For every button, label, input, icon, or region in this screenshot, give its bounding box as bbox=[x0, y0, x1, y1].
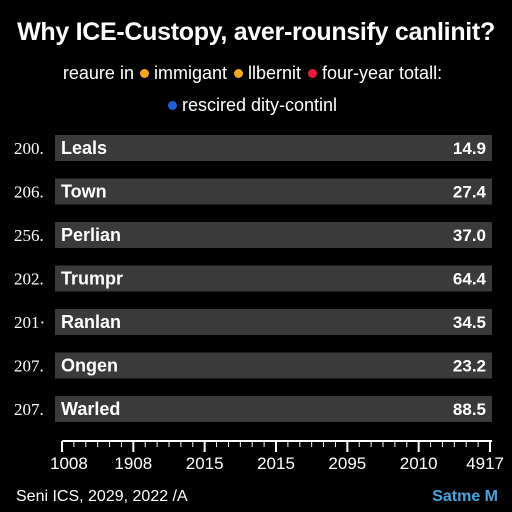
brand-label: Satme M bbox=[432, 488, 498, 505]
bar bbox=[55, 396, 492, 422]
bar bbox=[55, 178, 492, 205]
value-label: 64.4 bbox=[453, 270, 487, 289]
bar-label: Warled bbox=[61, 399, 120, 419]
bar-label: Ranlan bbox=[61, 312, 121, 332]
legend-item-label: rescired dity-continl bbox=[181, 95, 338, 115]
row-label: 207. bbox=[14, 357, 44, 376]
bar bbox=[55, 309, 492, 335]
legend-label: reaure in bbox=[62, 63, 134, 83]
bar-label: Perlian bbox=[61, 225, 121, 245]
legend-dot-icon bbox=[139, 69, 149, 78]
row-label: 206. bbox=[14, 183, 44, 202]
row-label: 207. bbox=[14, 400, 44, 419]
source-note: Seni ICS, 2029, 2022 /A bbox=[16, 488, 188, 505]
bar-label: Trumpr bbox=[61, 269, 123, 289]
bar-label: Leals bbox=[61, 138, 107, 158]
x-tick-label: 2015 bbox=[186, 454, 224, 473]
bar bbox=[55, 265, 492, 292]
legend-dot-icon bbox=[308, 69, 318, 78]
x-tick-label: 1908 bbox=[114, 454, 152, 473]
row-label: 256. bbox=[14, 226, 44, 245]
legend-row-2: rescired dity-continl bbox=[0, 95, 512, 116]
x-tick-label: 2010 bbox=[400, 454, 438, 473]
legend-item-immigant: immigant bbox=[139, 63, 227, 84]
legend-item-four-year-total: four-year totall: bbox=[308, 63, 442, 84]
value-label: 23.2 bbox=[453, 357, 486, 376]
bar bbox=[55, 222, 492, 248]
x-tick-label: 1008 bbox=[50, 454, 88, 473]
legend-item-llbernit: llbernit bbox=[233, 63, 302, 84]
legend-item-label: four-year totall: bbox=[322, 63, 443, 83]
legend-item-rescired: rescired dity-continl bbox=[167, 95, 338, 116]
bar bbox=[55, 135, 492, 161]
chart-title: Why ICE-Custopy, aver-rounsify canlinit? bbox=[17, 18, 495, 46]
legend-item-label: immigant bbox=[153, 63, 227, 83]
legend-row-1: reaure in immigant llbernit four-year to… bbox=[0, 63, 512, 84]
value-label: 37.0 bbox=[453, 226, 486, 245]
x-tick-label: 2095 bbox=[328, 454, 366, 473]
value-label: 88.5 bbox=[453, 400, 486, 419]
value-label: 14.9 bbox=[453, 139, 486, 158]
value-label: 34.5 bbox=[453, 313, 486, 332]
bar bbox=[55, 352, 492, 379]
legend-item-label: llbernit bbox=[247, 63, 302, 83]
row-label: 200. bbox=[14, 139, 44, 158]
row-label: 202. bbox=[14, 270, 44, 289]
x-tick-label: 2015 bbox=[257, 454, 295, 473]
value-label: 27.4 bbox=[453, 183, 487, 202]
bar-label: Ongen bbox=[61, 356, 118, 376]
legend-dot-icon bbox=[167, 101, 177, 110]
bar-label: Town bbox=[61, 182, 107, 202]
row-label: 201· bbox=[14, 313, 45, 332]
legend-dot-icon bbox=[233, 69, 243, 78]
x-tick-label: 4917 bbox=[466, 454, 504, 473]
